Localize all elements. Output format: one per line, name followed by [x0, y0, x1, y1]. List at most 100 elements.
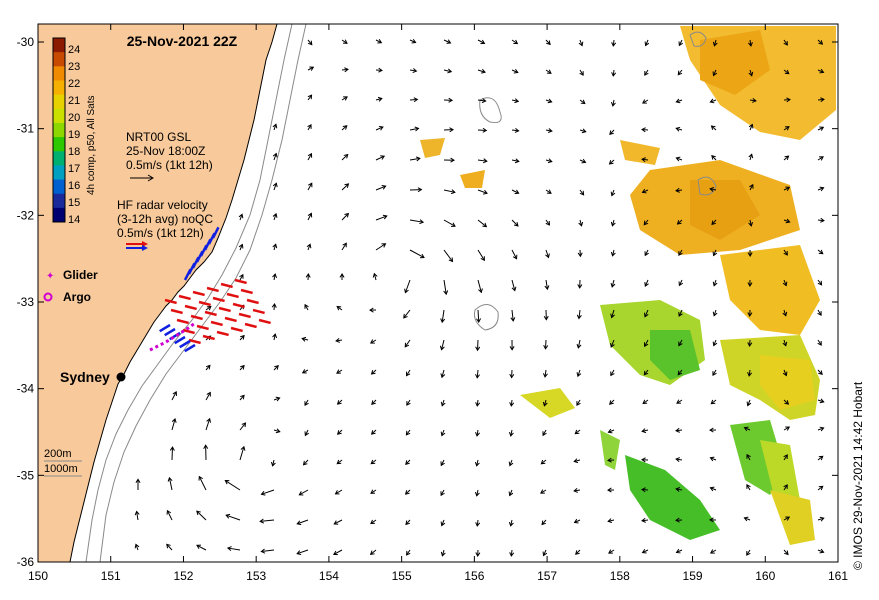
velocity-arrow [403, 309, 411, 319]
velocity-arrow [304, 303, 309, 311]
velocity-arrow [260, 548, 275, 554]
velocity-arrow [644, 69, 649, 76]
velocity-arrow [545, 249, 550, 259]
velocity-arrow [475, 519, 481, 527]
velocity-arrow [224, 480, 241, 491]
velocity-arrow [476, 309, 482, 324]
velocity-arrow [576, 339, 582, 349]
velocity-arrow [333, 519, 343, 525]
velocity-arrow [203, 444, 209, 461]
velocity-arrow [782, 279, 788, 287]
velocity-arrow [375, 155, 386, 161]
velocity-arrow [443, 189, 456, 195]
hf-radar-arrow [202, 334, 215, 341]
velocity-arrow [272, 212, 278, 221]
velocity-arrow [341, 183, 350, 191]
hf-radar-arrow [216, 330, 229, 337]
velocity-arrow [641, 487, 649, 493]
velocity-arrow [304, 399, 309, 407]
velocity-arrow [783, 126, 790, 131]
velocity-arrow [406, 549, 411, 556]
velocity-arrow [748, 219, 754, 227]
map-title: 25-Nov-2021 22Z [127, 33, 238, 49]
velocity-arrow [477, 189, 488, 195]
velocity-arrow [296, 549, 309, 556]
velocity-arrow [341, 125, 348, 131]
colorbar-segment [53, 151, 65, 166]
x-tick-label: 154 [319, 569, 339, 583]
velocity-arrow [817, 455, 824, 461]
velocity-arrow [578, 39, 584, 47]
velocity-arrow [341, 153, 349, 161]
velocity-arrow [643, 369, 649, 376]
velocity-arrow [783, 218, 791, 224]
hf-radar-arrow [246, 298, 259, 305]
velocity-arrow [375, 67, 383, 73]
velocity-arrow [370, 489, 377, 494]
velocity-arrow [817, 398, 825, 404]
hf-radar-arrow [178, 294, 191, 301]
colorbar-tick-label: 16 [68, 180, 80, 192]
velocity-arrow [239, 273, 244, 281]
colorbar-tick-label: 18 [68, 146, 80, 158]
velocity-arrow [641, 428, 649, 434]
velocity-arrow [677, 369, 683, 376]
velocity-arrow [709, 456, 717, 462]
velocity-arrow [545, 158, 553, 164]
velocity-arrow [576, 399, 581, 406]
velocity-arrow [334, 489, 343, 495]
velocity-arrow [712, 39, 718, 47]
velocity-arrow [610, 249, 616, 257]
velocity-arrow [542, 549, 548, 557]
velocity-arrow [239, 422, 247, 431]
sydney-marker-icon [116, 372, 126, 382]
hf-radar-arrow [238, 312, 251, 319]
velocity-arrow [341, 39, 348, 44]
velocity-arrow [542, 429, 547, 437]
velocity-arrow [675, 126, 683, 132]
velocity-arrow [545, 128, 553, 133]
velocity-arrow [270, 459, 276, 467]
velocity-arrow [440, 489, 445, 497]
velocity-arrow [298, 489, 309, 496]
velocity-arrow [817, 369, 823, 376]
velocity-arrow [747, 369, 753, 377]
hf-radar-arrow [184, 304, 197, 311]
hf-radar-arrow [192, 290, 205, 297]
y-tick-label: -35 [17, 468, 35, 482]
colorbar-segment [53, 94, 65, 110]
velocity-arrow [817, 249, 824, 255]
velocity-arrow [641, 457, 649, 463]
velocity-arrow [474, 489, 480, 497]
velocity-arrow [301, 369, 309, 374]
velocity-arrow [782, 309, 788, 317]
velocity-arrow [341, 242, 347, 251]
velocity-arrow [272, 273, 278, 281]
velocity-arrow [748, 69, 754, 77]
velocity-arrow [307, 212, 313, 221]
city-label: Sydney [60, 369, 110, 385]
velocity-arrow [440, 429, 446, 437]
hf-radar-arrow [218, 306, 231, 313]
velocity-arrow [709, 517, 717, 523]
velocity-arrow [439, 339, 445, 351]
velocity-arrow [307, 94, 313, 101]
colorbar-segment [53, 108, 65, 124]
velocity-arrow [135, 478, 141, 491]
velocity-arrow [375, 184, 387, 191]
velocity-arrow [440, 459, 445, 467]
hf-radar-arrow [198, 300, 211, 307]
velocity-arrow [404, 339, 411, 348]
colorbar-tick-label: 23 [68, 61, 80, 73]
velocity-arrow [336, 305, 343, 311]
velocity-arrow [443, 157, 455, 163]
velocity-arrow [508, 489, 514, 497]
x-tick-label: 153 [246, 569, 266, 583]
velocity-arrow [545, 39, 551, 46]
velocity-arrow [712, 309, 718, 317]
velocity-arrow [607, 487, 615, 493]
velocity-arrow [783, 399, 790, 405]
velocity-arrow [332, 549, 343, 556]
velocity-arrow [817, 39, 824, 45]
velocity-arrow [643, 219, 649, 226]
